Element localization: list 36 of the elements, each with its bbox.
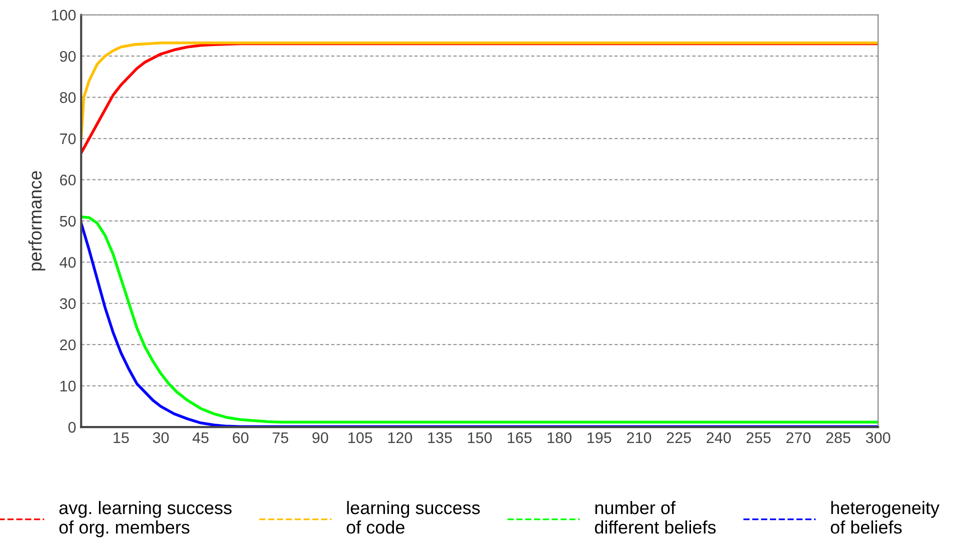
legend-label: avg. learning success of org. members — [59, 500, 232, 538]
x-tick-label: 225 — [666, 432, 691, 444]
x-tick-label: 240 — [706, 432, 731, 444]
x-tick-label: 210 — [627, 432, 652, 444]
x-tick-label: 255 — [746, 432, 771, 444]
x-tick-label: 135 — [428, 432, 452, 444]
x-tick-label: 90 — [312, 432, 328, 444]
x-tick-label: 165 — [508, 432, 532, 444]
x-tick-label: 75 — [272, 432, 288, 444]
y-tick-label: 100 — [52, 10, 76, 21]
y-axis-title: performance — [28, 171, 46, 270]
x-tick-label: 105 — [348, 432, 372, 444]
y-tick-label: 40 — [60, 257, 76, 268]
y-tick-label: 30 — [60, 298, 76, 310]
x-tick-label: 60 — [232, 432, 248, 444]
x-tick-label: 180 — [548, 432, 572, 444]
legend-label: heterogeneity of beliefs — [830, 500, 940, 534]
y-tick-label: 70 — [60, 133, 76, 144]
y-tick-label: 20 — [60, 339, 76, 350]
x-tick-label: 285 — [826, 432, 850, 444]
x-tick-label: 300 — [866, 432, 890, 444]
x-tick-label: 120 — [388, 432, 412, 444]
y-tick-label: 90 — [60, 50, 76, 62]
x-tick-label: 150 — [468, 432, 492, 444]
x-tick-label: 195 — [588, 432, 612, 444]
legend-label: learning success of code — [346, 500, 480, 534]
y-tick-label: 0 — [68, 422, 76, 433]
y-tick-label: 60 — [60, 174, 76, 186]
x-tick-label: 270 — [786, 432, 811, 444]
x-tick-label: 45 — [192, 432, 209, 444]
y-tick-label: 80 — [60, 92, 76, 103]
x-tick-label: 30 — [152, 432, 169, 444]
y-tick-label: 10 — [60, 380, 76, 392]
legend-label: number of different beliefs — [594, 500, 716, 534]
y-tick-label: 50 — [60, 216, 76, 227]
x-tick-label: 15 — [114, 432, 129, 444]
